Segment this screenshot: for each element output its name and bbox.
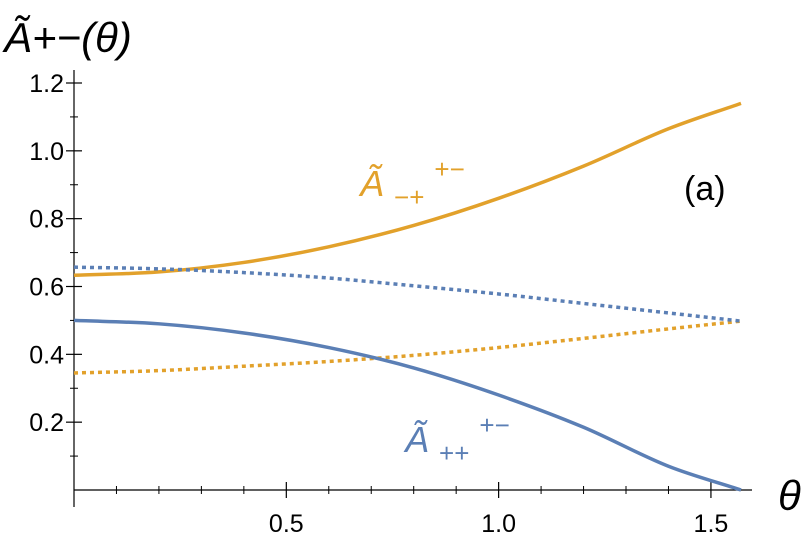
- blue-label-sup: +−: [479, 410, 509, 440]
- series-layer: [73, 101, 742, 492]
- panel-label: (a): [684, 170, 726, 208]
- orange-curve-label: Ã −+ +−: [358, 154, 465, 214]
- x-axis-title: θ: [778, 472, 801, 519]
- y-tick-label: 1.2: [29, 70, 64, 98]
- axes: [73, 70, 752, 507]
- orange-dotted-series: [73, 319, 742, 375]
- blue-label-sub: ++: [439, 438, 469, 468]
- orange-solid-series: [73, 101, 742, 278]
- y-tick-label: 0.6: [29, 274, 64, 302]
- blue-solid-series: [73, 318, 742, 492]
- orange-label-sub: −+: [394, 182, 424, 212]
- blue-label-base: Ã: [403, 419, 429, 460]
- ticks: 0.5 1.0 1.5 0.2 0.4 0.6 0.8 1.0 1.2: [29, 70, 728, 538]
- y-tick-label: 1.0: [29, 138, 64, 166]
- y-tick-label: 0.8: [29, 206, 64, 234]
- x-tick-label: 1.5: [694, 510, 729, 538]
- blue-dotted-series: [73, 265, 742, 323]
- y-tick-label: 0.2: [29, 409, 64, 437]
- x-tick-label: 0.5: [269, 510, 304, 538]
- y-tick-label: 0.4: [29, 341, 64, 369]
- blue-curve-label: Ã ++ +−: [403, 410, 510, 470]
- orange-label-sup: +−: [434, 154, 464, 184]
- x-tick-label: 1.0: [481, 510, 516, 538]
- y-axis-title: Ã+−(θ): [2, 14, 132, 61]
- orange-label-base: Ã: [358, 163, 384, 204]
